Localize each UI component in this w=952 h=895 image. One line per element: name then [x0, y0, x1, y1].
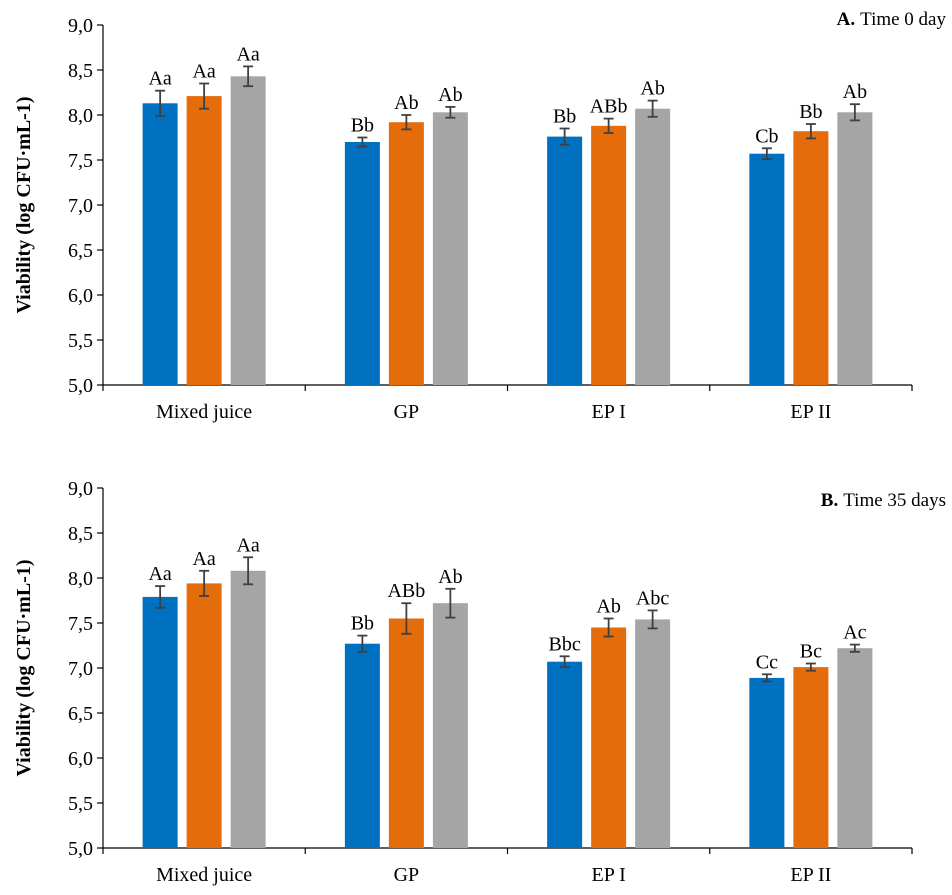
- bar: [591, 627, 627, 848]
- panel-b: Viability (log CFU·mL-1) B. Time 35 days …: [13, 478, 946, 886]
- y-tick-label: 5,5: [68, 793, 93, 815]
- bar: [344, 643, 380, 848]
- data-label: Bb: [799, 101, 822, 123]
- bar: [142, 103, 178, 386]
- y-tick-label: 8,5: [68, 60, 93, 82]
- data-label: Aa: [148, 563, 171, 585]
- y-tick-label: 5,0: [68, 375, 93, 397]
- y-tick-label: 8,0: [68, 568, 93, 590]
- bar: [432, 603, 468, 848]
- data-label: Ab: [640, 78, 664, 100]
- bar: [749, 677, 785, 848]
- data-label: Bbc: [549, 633, 581, 655]
- bar: [432, 112, 468, 386]
- category-label: EP I: [591, 401, 625, 423]
- panel-title: B. Time 35 days: [821, 490, 946, 511]
- bar: [591, 125, 627, 386]
- y-tick-label: 5,5: [68, 330, 93, 352]
- y-tick-label: 9,0: [68, 15, 93, 37]
- panel-letter: A.: [837, 9, 855, 30]
- panel-title-text: Time 35 days: [843, 490, 946, 511]
- data-label: Aa: [236, 43, 259, 65]
- y-tick-label: 8,0: [68, 105, 93, 127]
- category-label: Mixed juice: [156, 401, 252, 423]
- panel-title: A. Time 0 day: [837, 9, 947, 30]
- bar: [388, 122, 424, 385]
- y-tick-label: 7,0: [68, 658, 93, 680]
- data-label: Cb: [755, 125, 778, 147]
- data-label: Aa: [192, 61, 215, 83]
- data-label: Ab: [438, 84, 462, 106]
- data-label: ABb: [590, 96, 628, 118]
- bar: [388, 618, 424, 848]
- data-label: Cc: [756, 651, 778, 673]
- bar: [749, 153, 785, 385]
- category-label: EP II: [790, 864, 831, 886]
- bar: [547, 661, 583, 848]
- data-label: Bb: [553, 106, 576, 128]
- y-tick-label: 7,5: [68, 613, 93, 635]
- data-label: Ab: [596, 596, 620, 618]
- y-axis-label: Viability (log CFU·mL-1): [13, 96, 35, 313]
- bar: [793, 131, 829, 385]
- bar: [635, 108, 671, 385]
- bar: [837, 112, 873, 386]
- bar: [142, 596, 178, 848]
- panel-title-text: Time 0 day: [860, 9, 946, 30]
- bar: [547, 136, 583, 385]
- data-label: Ab: [843, 81, 867, 103]
- bar: [635, 619, 671, 848]
- y-tick-label: 7,5: [68, 150, 93, 172]
- y-tick-label: 7,0: [68, 195, 93, 217]
- data-label: ABb: [387, 580, 425, 602]
- y-tick-label: 6,0: [68, 748, 93, 770]
- category-label: GP: [394, 401, 420, 423]
- y-tick-label: 6,5: [68, 240, 93, 262]
- category-label: Mixed juice: [156, 864, 252, 886]
- y-axis-label: Viability (log CFU·mL-1): [13, 559, 35, 776]
- bar: [230, 570, 266, 848]
- y-tick-label: 6,5: [68, 703, 93, 725]
- bar: [186, 96, 222, 385]
- category-label: EP I: [591, 864, 625, 886]
- data-label: Aa: [148, 68, 171, 90]
- data-label: Aa: [192, 548, 215, 570]
- y-tick-label: 6,0: [68, 285, 93, 307]
- y-tick-label: 9,0: [68, 478, 93, 500]
- data-label: Abc: [636, 587, 669, 609]
- data-label: Aa: [236, 534, 259, 556]
- bar: [344, 142, 380, 385]
- y-tick-label: 5,0: [68, 838, 93, 860]
- data-label: Bb: [351, 115, 374, 137]
- data-label: Ab: [438, 566, 462, 588]
- bar: [230, 76, 266, 386]
- bar: [793, 667, 829, 848]
- bar: [837, 648, 873, 848]
- data-label: Ac: [843, 622, 866, 644]
- data-label: Bb: [351, 613, 374, 635]
- data-label: Ab: [394, 92, 418, 114]
- bar: [186, 583, 222, 848]
- panel-a: Viability (log CFU·mL-1) A. Time 0 day 5,…: [13, 9, 946, 423]
- category-label: EP II: [790, 401, 831, 423]
- y-tick-label: 8,5: [68, 523, 93, 545]
- data-label: Bc: [800, 641, 822, 663]
- category-label: GP: [394, 864, 420, 886]
- panel-letter: B.: [821, 490, 838, 511]
